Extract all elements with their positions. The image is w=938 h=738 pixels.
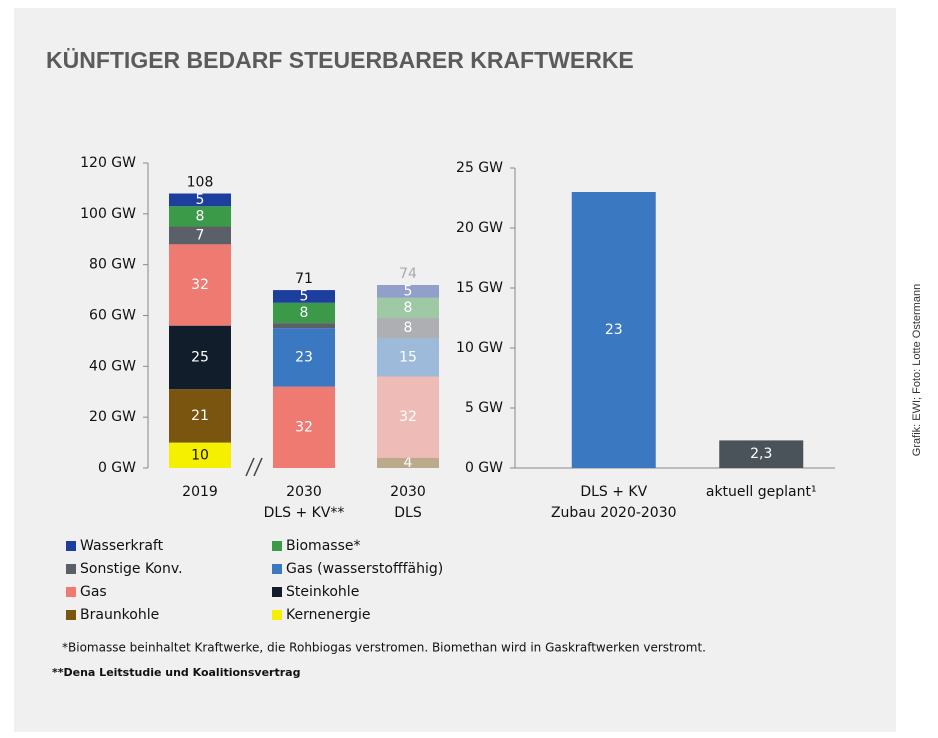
- data-label: 8: [196, 208, 205, 224]
- bar-segment: [273, 323, 335, 329]
- bar-segment: [377, 457, 439, 468]
- data-label: 32: [399, 409, 417, 425]
- data-label: 23: [605, 322, 623, 338]
- x-tick-label: 2030: [390, 484, 426, 500]
- bar-segment: [377, 318, 439, 339]
- legend-swatch: [272, 564, 282, 574]
- data-label: 8: [404, 320, 413, 336]
- data-label: 5: [300, 288, 309, 304]
- data-label: 5: [404, 283, 413, 299]
- legend-label: Wasserkraft: [80, 538, 164, 554]
- x-tick-label: 2030: [286, 484, 322, 500]
- legend-label: Gas (wasserstofffähig): [286, 561, 443, 577]
- bar: [719, 440, 804, 468]
- x-tick-label: aktuell geplant¹: [706, 484, 817, 500]
- y-tick-label: 120 GW: [80, 155, 136, 171]
- credit: Grafik: EWI; Foto: Lotte Ostermann: [911, 284, 923, 456]
- data-label: 25: [191, 349, 209, 365]
- data-label: 4: [404, 455, 413, 471]
- y-tick-label: 60 GW: [89, 308, 136, 324]
- bar-segment: [169, 325, 231, 390]
- legend-swatch: [272, 610, 282, 620]
- y-tick-label: 40 GW: [89, 358, 136, 374]
- total-label: 108: [187, 175, 214, 191]
- y-tick-label: 25 GW: [456, 160, 503, 176]
- bar-segment: [377, 338, 439, 377]
- bar-segment: [273, 302, 335, 324]
- data-label: 8: [300, 305, 309, 321]
- legend-swatch: [66, 610, 76, 620]
- bar-segment: [169, 389, 231, 443]
- x-tick-label: DLS: [394, 505, 422, 521]
- bar-segment: [273, 386, 335, 468]
- legend-swatch: [272, 587, 282, 597]
- y-tick-label: 80 GW: [89, 257, 136, 273]
- legend-swatch: [66, 587, 76, 597]
- data-label: 32: [295, 419, 313, 435]
- bar-segment: [377, 297, 439, 319]
- y-tick-label: 20 GW: [456, 220, 503, 236]
- data-label: 15: [399, 349, 417, 365]
- data-label: 8: [404, 300, 413, 316]
- legend-swatch: [66, 564, 76, 574]
- footnote: **Dena Leitstudie und Koalitionsvertrag: [52, 666, 300, 679]
- bar-segment: [169, 244, 231, 326]
- data-label: 10: [191, 447, 209, 463]
- x-tick-label: 2019: [182, 484, 218, 500]
- bar-segment: [377, 285, 439, 298]
- bar-segment: [169, 442, 231, 468]
- axis-break: [245, 457, 263, 477]
- title: KÜNFTIGER BEDARF STEUERBARER KRAFTWERKE: [46, 47, 634, 73]
- total-label: 74: [399, 266, 417, 282]
- legend-label: Steinkohle: [286, 584, 359, 600]
- y-tick-label: 0 GW: [465, 460, 503, 476]
- bar-segment: [273, 328, 335, 387]
- x-tick-label: Zubau 2020-2030: [551, 505, 677, 521]
- card: [14, 8, 896, 732]
- legend-label: Biomasse*: [286, 538, 360, 554]
- footnote: *Biomasse beinhaltet Kraftwerke, die Roh…: [62, 641, 706, 655]
- bar-segment: [169, 193, 231, 207]
- total-label: 71: [295, 271, 313, 287]
- legend-swatch: [272, 541, 282, 551]
- data-label: 23: [295, 349, 313, 365]
- bar: [571, 192, 656, 468]
- bar-segment: [273, 290, 335, 303]
- y-tick-label: 15 GW: [456, 280, 503, 296]
- y-tick-label: 0 GW: [98, 460, 136, 476]
- legend-label: Gas: [80, 584, 107, 600]
- data-label: 32: [191, 277, 209, 293]
- legend-label: Braunkohle: [80, 607, 159, 623]
- bar-segment: [169, 206, 231, 227]
- data-label: 2,3: [750, 446, 772, 462]
- legend-label: Sonstige Konv.: [80, 561, 183, 577]
- bar-segment: [169, 226, 231, 245]
- data-label: 7: [196, 227, 205, 243]
- y-tick-label: 10 GW: [456, 340, 503, 356]
- y-tick-label: 20 GW: [89, 409, 136, 425]
- y-tick-label: 5 GW: [465, 400, 503, 416]
- legend-swatch: [66, 541, 76, 551]
- data-label: 5: [196, 192, 205, 208]
- x-tick-label: DLS + KV**: [264, 505, 345, 521]
- legend-label: Kernenergie: [286, 607, 370, 623]
- y-tick-label: 100 GW: [80, 206, 136, 222]
- data-label: 21: [191, 408, 209, 424]
- bar-segment: [377, 376, 439, 458]
- x-tick-label: DLS + KV: [580, 484, 647, 500]
